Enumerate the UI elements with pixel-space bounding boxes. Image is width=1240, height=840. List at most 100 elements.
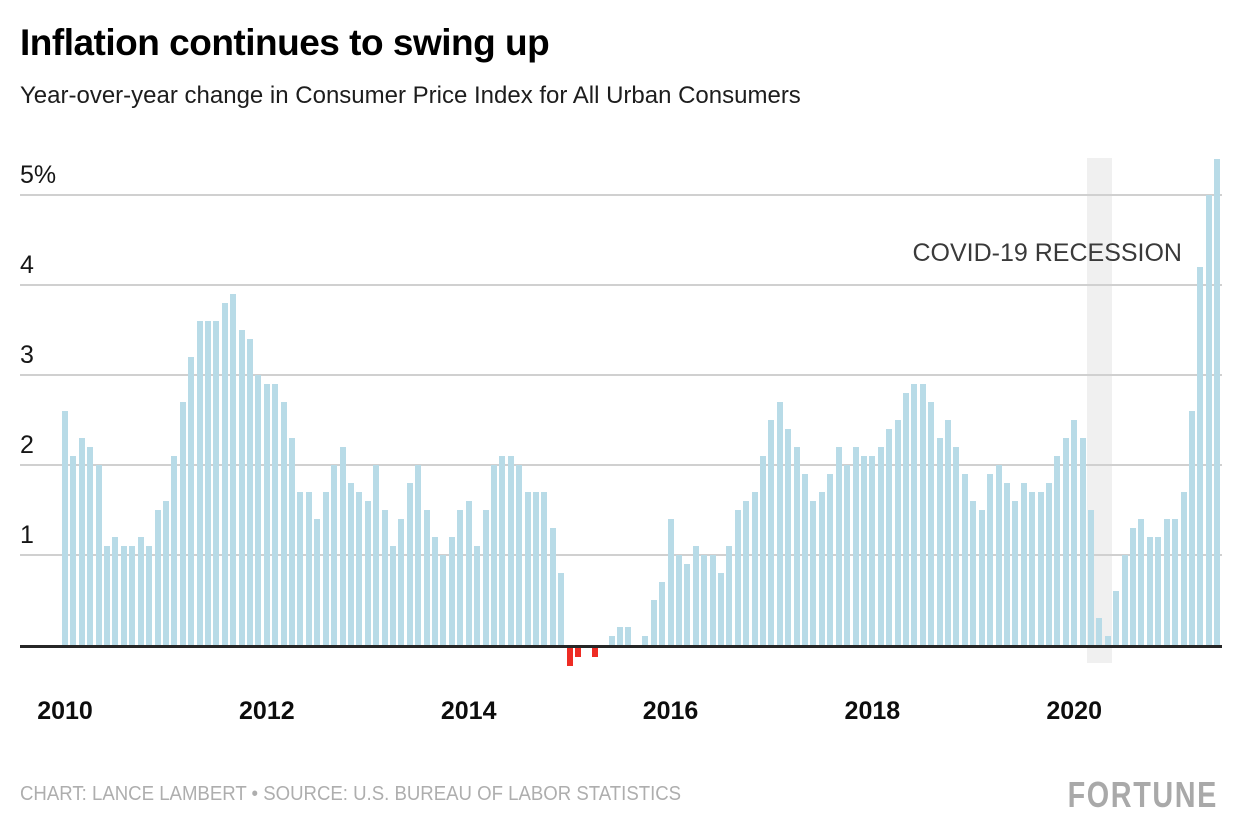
bar-2019-01 <box>970 501 977 645</box>
bar-2016-10 <box>743 501 750 645</box>
bar-2017-04 <box>793 447 800 645</box>
bar-2015-02 <box>575 648 581 657</box>
bar-2010-07 <box>112 537 119 645</box>
bar-2018-07 <box>919 384 926 645</box>
bar-2018-10 <box>945 420 952 645</box>
bar-2020-04 <box>1096 618 1103 645</box>
chart-title: Inflation continues to swing up <box>20 22 550 63</box>
bar-2011-01 <box>162 501 169 645</box>
bar-2016-04 <box>692 546 699 645</box>
bar-2018-09 <box>936 438 943 645</box>
y-gridline-4 <box>20 284 1222 286</box>
bar-2013-05 <box>398 519 405 645</box>
bar-2016-12 <box>760 456 767 645</box>
bar-2017-06 <box>810 501 817 645</box>
bar-2011-02 <box>171 456 178 645</box>
bar-2010-09 <box>129 546 136 645</box>
bar-2012-07 <box>314 519 321 645</box>
bar-2016-08 <box>726 546 733 645</box>
bar-2014-01 <box>465 501 472 645</box>
bar-2013-04 <box>389 546 396 645</box>
bar-2013-02 <box>373 465 380 645</box>
x-axis-line <box>20 645 1222 648</box>
bar-2011-03 <box>179 402 186 645</box>
bar-2014-10 <box>541 492 548 645</box>
bar-2011-11 <box>247 339 254 645</box>
x-axis-label-2020: 2020 <box>1046 697 1102 725</box>
bar-2015-11 <box>650 600 657 645</box>
bar-2020-07 <box>1121 555 1128 645</box>
bar-2012-04 <box>289 438 296 645</box>
bar-2017-02 <box>776 402 783 645</box>
bar-2012-08 <box>322 492 329 645</box>
bar-2014-04 <box>490 465 497 645</box>
bar-2020-01 <box>1071 420 1078 645</box>
bar-2014-08 <box>524 492 531 645</box>
bar-2021-06 <box>1214 159 1221 645</box>
bar-2013-01 <box>364 501 371 645</box>
y-axis-label-1: 1 <box>20 521 34 549</box>
bar-2019-07 <box>1020 483 1027 645</box>
bar-2011-09 <box>230 294 237 645</box>
bar-2018-04 <box>894 420 901 645</box>
bar-2018-06 <box>911 384 918 645</box>
bar-2011-10 <box>238 330 245 645</box>
bar-2015-07 <box>617 627 624 645</box>
y-axis-label-3: 3 <box>20 341 34 369</box>
bar-2018-02 <box>877 447 884 645</box>
bar-2020-10 <box>1146 537 1153 645</box>
bar-2013-06 <box>406 483 413 645</box>
bar-2010-06 <box>104 546 111 645</box>
y-axis-label-2: 2 <box>20 431 34 459</box>
bar-2019-08 <box>1029 492 1036 645</box>
y-gridline-5 <box>20 194 1222 196</box>
bar-2019-10 <box>1045 483 1052 645</box>
bar-2015-10 <box>642 636 649 645</box>
bar-2011-07 <box>213 321 220 645</box>
bar-2011-04 <box>188 357 195 645</box>
bar-2017-05 <box>802 474 809 645</box>
fortune-logo: FORTUNE <box>1067 774 1218 815</box>
bar-2010-12 <box>154 510 161 645</box>
bar-2012-09 <box>331 465 338 645</box>
bar-2012-06 <box>305 492 312 645</box>
bar-2012-03 <box>280 402 287 645</box>
bar-2012-01 <box>263 384 270 645</box>
bar-2011-06 <box>204 321 211 645</box>
bar-2015-06 <box>608 636 615 645</box>
bar-2019-04 <box>995 465 1002 645</box>
bar-2014-05 <box>499 456 506 645</box>
x-axis-label-2012: 2012 <box>239 697 295 725</box>
chart-subtitle: Year-over-year change in Consumer Price … <box>20 82 801 109</box>
bar-2020-08 <box>1130 528 1137 645</box>
bar-2013-09 <box>432 537 439 645</box>
bar-2010-04 <box>87 447 94 645</box>
bar-2015-01 <box>566 648 573 666</box>
bar-2012-11 <box>347 483 354 645</box>
bar-2011-12 <box>255 375 262 645</box>
bar-2018-01 <box>869 456 876 645</box>
y-gridline-2 <box>20 464 1222 466</box>
bar-2011-08 <box>221 303 228 645</box>
bar-2016-11 <box>751 492 758 645</box>
bar-2012-10 <box>339 447 346 645</box>
bar-2019-11 <box>1054 456 1061 645</box>
bar-2012-05 <box>297 492 304 645</box>
bar-2016-02 <box>675 555 682 645</box>
x-axis-label-2016: 2016 <box>642 697 699 725</box>
bar-2021-05 <box>1205 195 1212 645</box>
bar-2020-05 <box>1104 636 1111 645</box>
bar-2016-06 <box>709 555 716 645</box>
bar-2010-11 <box>146 546 153 645</box>
y-gridline-3 <box>20 374 1222 376</box>
bar-2017-03 <box>785 429 792 645</box>
y-axis-label-4: 4 <box>20 251 34 279</box>
bar-2020-09 <box>1138 519 1145 645</box>
bar-2014-12 <box>558 573 565 645</box>
bar-2020-06 <box>1113 591 1120 645</box>
bar-2018-12 <box>961 474 968 645</box>
bar-2019-09 <box>1037 492 1044 645</box>
x-axis-label-2010: 2010 <box>37 697 93 725</box>
bar-2016-05 <box>701 555 708 645</box>
bar-2014-03 <box>482 510 489 645</box>
